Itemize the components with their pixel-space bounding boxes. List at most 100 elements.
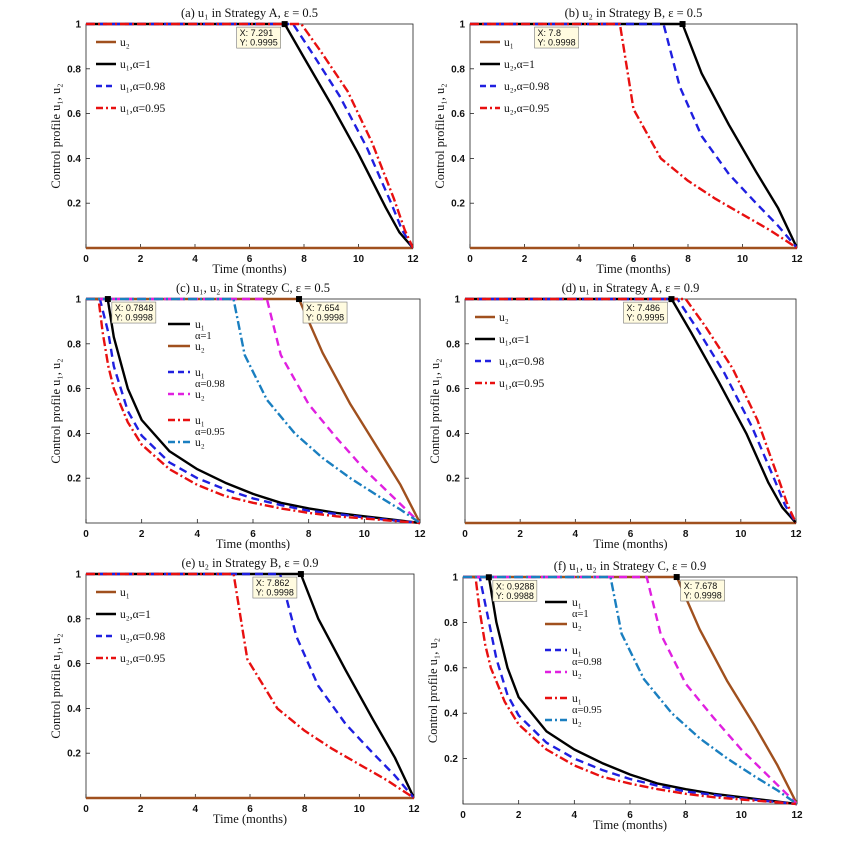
datatip-x-label[interactable]: X: 7.291 xyxy=(240,28,274,38)
datatip-marker[interactable] xyxy=(673,574,680,581)
datatip-marker[interactable] xyxy=(485,574,492,581)
datatip-box[interactable] xyxy=(534,26,579,49)
series-line xyxy=(86,297,420,525)
y-tick-label: 0.6 xyxy=(67,384,81,395)
datatip-marker[interactable] xyxy=(668,296,675,303)
datatip-box[interactable] xyxy=(111,301,157,324)
plot-area xyxy=(462,576,798,805)
datatip-box[interactable] xyxy=(302,301,348,324)
x-tick-label: 4 xyxy=(576,254,582,265)
series-line xyxy=(86,297,420,524)
datatip-x-label[interactable]: X: 7.862 xyxy=(256,578,290,588)
datatip-box[interactable] xyxy=(252,576,298,599)
series-line xyxy=(463,575,797,805)
legend-label: u₁ xyxy=(195,319,205,331)
datatip-y-label[interactable]: Y: 0.9998 xyxy=(684,591,722,601)
x-tick-label: 2 xyxy=(139,529,145,540)
datatip-marker[interactable] xyxy=(104,296,111,303)
y-axis-label: Control profile u₁, u₂ xyxy=(49,83,63,188)
y-tick-label: 1 xyxy=(75,570,81,581)
datatip-y-label[interactable]: Y: 0.9995 xyxy=(240,38,278,48)
panel-c: (c) u₁, u₂ in Strategy C, ε = 0.50 2 4 6 8 10… xyxy=(49,281,426,551)
x-tick-label: 4 xyxy=(195,529,201,540)
datatip-x-label[interactable]: X: 7.8 xyxy=(538,28,562,38)
series-group xyxy=(86,22,413,250)
datatip-x-label[interactable]: X: 0.9288 xyxy=(496,581,535,591)
legend: u₂ u₁,α=1 u₁,α=0.98 u₁,α=0.95 xyxy=(475,312,545,390)
y-tick-label: 0.2 xyxy=(67,749,81,760)
x-axis-label: Time (months) xyxy=(593,537,667,551)
panel-title: (d) u₁ in Strategy A, ε = 0.9 xyxy=(562,281,700,295)
y-tick-label: 1 xyxy=(75,295,81,306)
legend-label: u₁ xyxy=(195,367,205,379)
x-tick-label: 12 xyxy=(791,254,803,265)
legend-label: u₂,α=0.95 xyxy=(504,103,550,115)
datatip-marker[interactable] xyxy=(296,296,303,303)
legend-label: u₂ xyxy=(572,619,582,631)
datatip-box[interactable] xyxy=(492,579,538,602)
legend-label: u₂,α=0.98 xyxy=(504,81,550,93)
datatip-box[interactable] xyxy=(680,579,726,602)
series-line xyxy=(86,297,420,524)
datatip-x-label[interactable]: X: 7.678 xyxy=(684,581,718,591)
series-line xyxy=(86,22,413,249)
y-tick-label: 0.8 xyxy=(67,614,81,625)
x-tick-label: 12 xyxy=(408,804,420,815)
x-tick-label: 2 xyxy=(517,529,523,540)
datatip-y-label[interactable]: Y: 0.9995 xyxy=(626,313,664,323)
panel-a: (a) u₁ in Strategy A, ε = 0.5 0 2 4 6 8 10 12 0.… xyxy=(49,6,419,276)
x-tick-label: 10 xyxy=(735,529,747,540)
panel-title: (e) u₂ in Strategy B, ε = 0.9 xyxy=(181,556,318,570)
datatip-marker[interactable] xyxy=(281,21,288,28)
x-axis-label: Time (months) xyxy=(216,537,290,551)
datatip-x-label[interactable]: X: 0.7848 xyxy=(115,303,154,313)
datatip-x-label[interactable]: X: 7.486 xyxy=(626,303,660,313)
datatip-y-label[interactable]: Y: 0.9998 xyxy=(115,313,153,323)
y-tick-label: 0.6 xyxy=(446,384,460,395)
datatip-box[interactable] xyxy=(623,301,668,324)
x-tick-label: 4 xyxy=(573,529,579,540)
x-tick-label: 8 xyxy=(685,254,691,265)
legend-label: u₂ xyxy=(120,37,130,49)
y-tick-label: 1 xyxy=(75,20,81,31)
datatip-marker[interactable] xyxy=(297,571,304,578)
datatip-y-label[interactable]: Y: 0.9998 xyxy=(256,588,294,598)
x-tick-label: 8 xyxy=(683,810,689,821)
y-tick-label: 1 xyxy=(452,573,458,584)
series-line xyxy=(463,575,797,806)
datatip-y-label[interactable]: Y: 0.9988 xyxy=(496,591,534,601)
series-line xyxy=(86,572,414,800)
y-tick-label: 0.2 xyxy=(67,474,81,485)
y-tick-label: 0.4 xyxy=(67,704,81,715)
datatip-marker[interactable] xyxy=(679,21,686,28)
y-tick-label: 0.8 xyxy=(67,339,81,350)
datatip-y-label[interactable]: Y: 0.9998 xyxy=(306,313,344,323)
x-tick-label: 12 xyxy=(414,529,426,540)
legend-group-label: α=0.95 xyxy=(195,427,225,438)
x-tick-label: 8 xyxy=(302,804,308,815)
x-tick-label: 8 xyxy=(301,254,307,265)
datatip-box[interactable] xyxy=(236,26,281,49)
y-axis-label: Control profile u₁, u₂ xyxy=(426,638,440,743)
legend-label: u₂ xyxy=(499,312,509,324)
legend-label: u₁ xyxy=(572,645,582,657)
datatip-y-label[interactable]: Y: 0.9998 xyxy=(538,38,576,48)
datatip[interactable]: X: 7.8Y: 0.9998 xyxy=(534,21,686,49)
panel-title: (b) u₂ in Strategy B, ε = 0.5 xyxy=(565,6,703,20)
y-tick-label: 0.4 xyxy=(67,429,81,440)
x-tick-label: 4 xyxy=(193,804,199,815)
legend: u₁ u₂,α=1 u₂,α=0.98 u₂,α=0.95 xyxy=(480,37,550,115)
legend-label: u₂,α=0.95 xyxy=(120,653,166,665)
x-tick-label: 6 xyxy=(631,254,637,265)
x-tick-label: 0 xyxy=(460,810,466,821)
datatip-x-label[interactable]: X: 7.654 xyxy=(306,303,340,313)
series-group xyxy=(465,297,796,525)
